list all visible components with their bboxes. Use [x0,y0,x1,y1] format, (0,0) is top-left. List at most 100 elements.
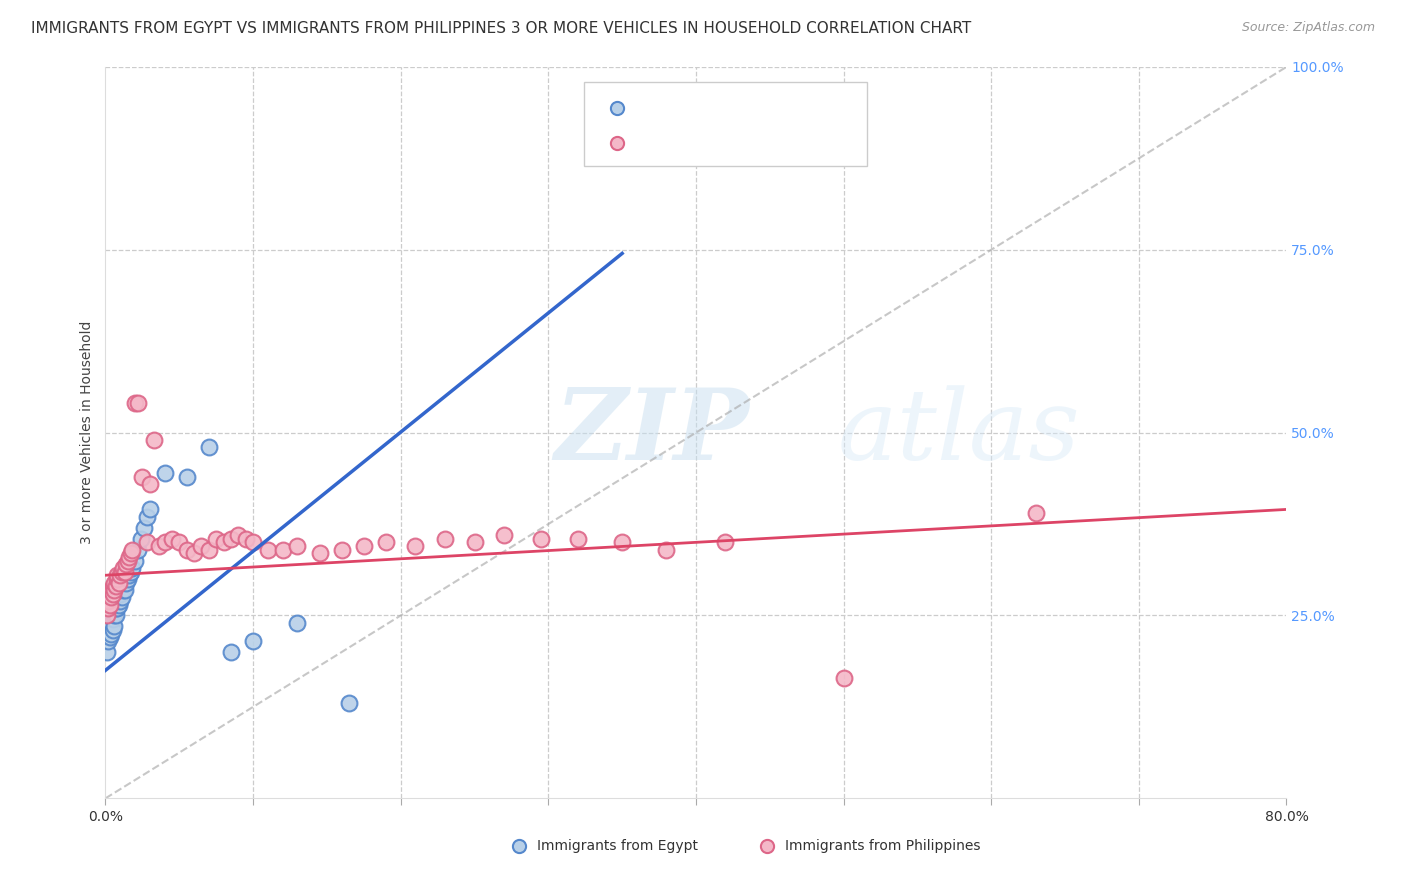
Point [405,539,427,553]
Point [100,626,122,640]
Point [105,568,128,582]
Point [257,542,280,557]
Point [464,535,486,549]
Point [129,532,152,546]
Point [308,546,330,560]
Point [96,645,118,659]
Point [103,582,125,597]
Point [100,591,122,605]
Text: ZIP: ZIP [554,384,749,481]
Point [115,575,138,590]
Point [101,586,124,600]
Point [124,396,146,410]
Text: Source: ZipAtlas.com: Source: ZipAtlas.com [1241,21,1375,34]
Point [219,532,242,546]
Point [330,542,353,557]
Point [271,542,294,557]
Point [104,608,127,623]
Point [212,535,235,549]
Point [114,565,136,579]
Point [1024,506,1046,520]
Point [120,546,142,560]
Text: 62: 62 [770,136,792,151]
Point [530,532,553,546]
Point [610,535,633,549]
Point [242,535,264,549]
Point [110,586,132,600]
Point [567,532,589,546]
Point [492,528,515,542]
Point [104,601,127,615]
Point [153,466,176,480]
Point [190,539,212,553]
Text: 0.623: 0.623 [681,101,724,116]
Point [124,553,146,568]
Point [103,619,125,633]
Point [107,575,129,590]
Point [228,528,250,542]
Text: Immigrants from Philippines: Immigrants from Philippines [785,838,980,853]
Point [183,546,205,560]
Point [197,440,219,454]
Point [100,582,122,597]
Point [117,572,139,586]
Point [101,612,124,626]
Text: N =: N = [737,101,766,116]
Point [205,532,228,546]
Point [655,542,678,557]
Point [98,598,121,612]
Point [117,553,139,568]
Point [96,608,118,623]
Point [135,509,157,524]
Text: R =: R = [641,136,669,151]
Text: atlas: atlas [838,385,1080,480]
Point [610,147,633,161]
Point [132,521,155,535]
Point [110,568,132,582]
Point [111,565,134,579]
Point [101,579,124,593]
Point [103,608,125,623]
Point [105,572,128,586]
Point [138,476,162,491]
Point [610,838,633,853]
Point [104,579,127,593]
Point [197,542,219,557]
Text: IMMIGRANTS FROM EGYPT VS IMMIGRANTS FROM PHILIPPINES 3 OR MORE VEHICLES IN HOUSE: IMMIGRANTS FROM EGYPT VS IMMIGRANTS FROM… [31,21,972,36]
Point [105,601,128,615]
Text: Immigrants from Egypt: Immigrants from Egypt [537,838,697,853]
Point [118,568,141,582]
Point [111,591,134,605]
Point [921,838,943,853]
Point [148,539,170,553]
Point [131,469,153,483]
Point [135,535,157,549]
Point [98,619,121,633]
Text: 0.126: 0.126 [681,136,724,151]
Point [160,532,183,546]
Point [127,542,149,557]
Text: 40: 40 [770,101,792,116]
Point [176,542,198,557]
Y-axis label: 3 or more Vehicles in Household: 3 or more Vehicles in Household [80,321,94,544]
Point [176,469,198,483]
Point [97,634,120,648]
Point [121,542,143,557]
FancyBboxPatch shape [583,81,868,166]
Point [112,561,135,575]
Point [120,565,142,579]
Point [118,549,141,564]
Point [169,535,191,549]
Point [115,558,138,572]
Point [153,535,176,549]
Point [100,615,122,630]
Point [143,433,166,447]
Point [121,561,143,575]
Point [114,582,136,597]
Text: N =: N = [737,136,766,151]
Point [105,594,128,608]
Point [101,623,124,637]
Point [103,575,125,590]
Point [832,671,855,685]
Point [714,535,737,549]
